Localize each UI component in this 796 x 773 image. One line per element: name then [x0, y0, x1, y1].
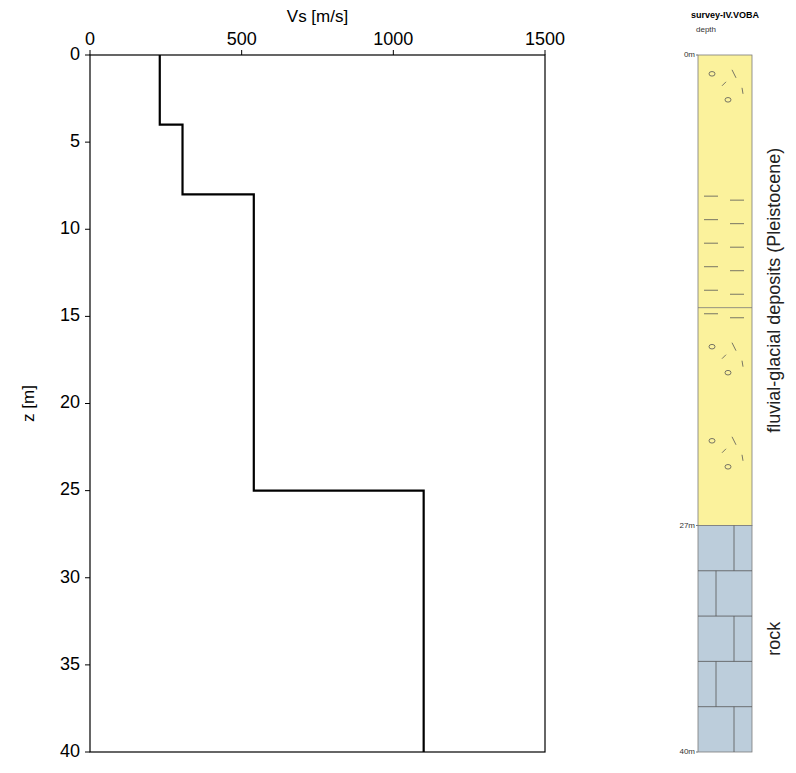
y-tick [85, 490, 90, 491]
column [698, 55, 752, 752]
column-depth-label: depth [696, 25, 716, 34]
y-tick-label: 15 [60, 305, 80, 325]
depth-tick [696, 752, 698, 753]
sand [730, 294, 744, 295]
brick [698, 616, 752, 617]
y-tick [85, 403, 90, 404]
gravel [725, 98, 731, 103]
chart: 0 500 1000 1500 0 5 10 15 20 25 30 35 40 Vs [m/s] z [m… [0, 0, 796, 773]
gravel [722, 449, 726, 453]
y-tick [85, 577, 90, 578]
layer-label: rock [764, 621, 784, 656]
sand [730, 247, 744, 248]
plot-marks [160, 55, 424, 752]
column-title: survey-IV.VOBA [691, 10, 760, 20]
gravel [732, 343, 736, 351]
gravel [709, 344, 715, 349]
y-tick-label: 40 [60, 741, 80, 761]
brick [698, 661, 752, 662]
y-tick [85, 752, 90, 753]
gravel [725, 464, 731, 469]
x-tick-label: 1000 [373, 29, 413, 49]
brick [734, 616, 735, 661]
sand [730, 270, 744, 271]
y-axis-title: z [m] [19, 385, 38, 422]
layer-label: fluvial-glacial deposits (Pleistocene) [764, 148, 784, 433]
depth-label: 40m [679, 747, 695, 756]
sand [730, 223, 744, 224]
x-tick [90, 50, 91, 55]
sand [704, 219, 718, 220]
y-tick [85, 229, 90, 230]
sand [704, 196, 718, 197]
brick [734, 707, 735, 752]
sub-boundary [698, 307, 752, 308]
y-tick [85, 664, 90, 665]
y-tick-label: 20 [60, 392, 80, 412]
x-tick-label: 0 [85, 29, 95, 49]
column-pattern [698, 70, 752, 752]
y-tick [85, 142, 90, 143]
x-axis-title: Vs [m/s] [287, 7, 348, 26]
brick [698, 706, 752, 707]
sand [730, 200, 744, 201]
x-tick-label: 500 [227, 29, 257, 49]
brick [716, 661, 717, 706]
x-tick [545, 50, 546, 55]
x-tick [393, 50, 394, 55]
y-tick-label: 0 [70, 44, 80, 64]
layer [698, 525, 752, 752]
sand [704, 313, 718, 314]
sand [730, 317, 744, 318]
brick [734, 525, 735, 570]
brick [698, 570, 752, 571]
y-tick-label: 10 [60, 218, 80, 238]
y-tick-label: 35 [60, 654, 80, 674]
gravel [709, 438, 715, 443]
x-tick [241, 50, 242, 55]
depth-label: 0m [684, 50, 695, 59]
depth-tick [696, 55, 698, 56]
x-tick-label: 1500 [525, 29, 565, 49]
y-tick [85, 316, 90, 317]
y-tick [85, 55, 90, 56]
depth-label: 27m [679, 521, 695, 530]
gravel [742, 455, 743, 461]
sand [704, 266, 718, 267]
sand [704, 290, 718, 291]
gravel [722, 82, 726, 86]
gravel [732, 70, 736, 78]
gravel [722, 355, 726, 359]
y-tick-label: 5 [70, 131, 80, 151]
gravel [709, 72, 715, 77]
layer [698, 55, 752, 525]
vs-profile [160, 55, 424, 752]
gravel [742, 361, 743, 367]
brick [716, 571, 717, 616]
y-tick-label: 30 [60, 567, 80, 587]
depth-tick [696, 525, 698, 526]
gravel [742, 88, 743, 94]
gravel [732, 437, 736, 445]
sand [704, 243, 718, 244]
plot-frame [90, 55, 545, 752]
gravel [725, 370, 731, 375]
y-tick-label: 25 [60, 479, 80, 499]
